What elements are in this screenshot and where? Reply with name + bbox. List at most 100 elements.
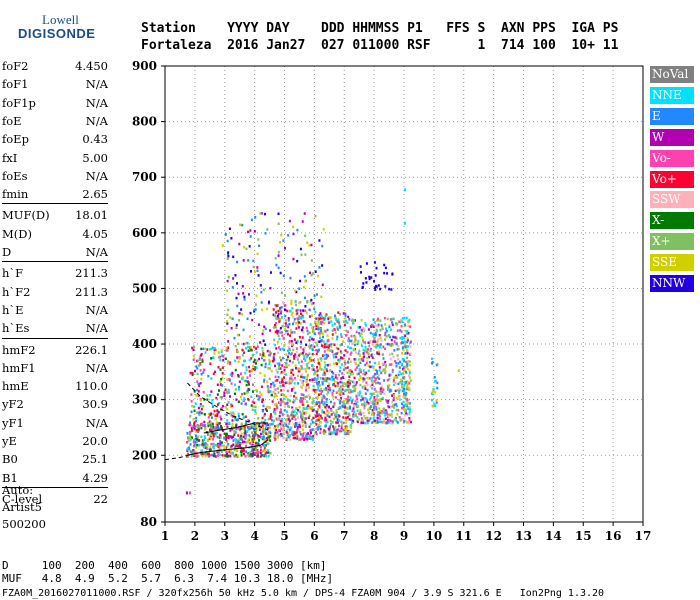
echo-point xyxy=(379,399,382,403)
echo-point xyxy=(248,374,251,377)
echo-point xyxy=(343,354,346,357)
echo-point xyxy=(352,385,355,388)
echo-point xyxy=(194,402,197,406)
echo-point xyxy=(329,316,332,319)
echo-point xyxy=(402,359,405,362)
echo-point xyxy=(309,323,312,326)
echo-point xyxy=(212,356,215,359)
echo-point xyxy=(309,336,312,339)
echo-point xyxy=(406,383,409,387)
echo-point xyxy=(241,313,244,316)
echo-point xyxy=(201,360,204,363)
echo-point xyxy=(323,419,326,422)
echo-point xyxy=(225,289,228,293)
echo-point xyxy=(254,303,257,306)
echo-point xyxy=(324,424,327,427)
echo-point xyxy=(319,336,322,340)
echo-point xyxy=(212,435,215,438)
echo-point xyxy=(433,403,436,406)
echo-point xyxy=(279,401,282,404)
echo-point xyxy=(353,404,356,407)
echo-point xyxy=(400,324,403,328)
echo-point xyxy=(380,411,383,415)
echo-point xyxy=(351,319,354,322)
echo-point xyxy=(368,419,371,422)
echo-point xyxy=(286,349,289,353)
echo-point xyxy=(356,342,359,346)
echo-point xyxy=(202,444,205,447)
echo-point xyxy=(237,434,240,437)
echo-point xyxy=(248,358,251,362)
echo-point xyxy=(361,398,364,401)
echo-point xyxy=(381,410,384,413)
echo-point xyxy=(339,380,342,384)
echo-point xyxy=(323,388,326,392)
echo-point xyxy=(290,389,293,392)
param-row: h`F 211.3 xyxy=(2,263,108,282)
echo-point xyxy=(191,373,194,377)
echo-point xyxy=(343,431,346,435)
echo-point xyxy=(310,273,313,277)
echo-point xyxy=(315,423,318,426)
echo-point xyxy=(284,402,287,405)
echo-point xyxy=(317,325,320,328)
echo-point xyxy=(392,355,395,359)
echo-point xyxy=(205,453,208,456)
echo-point xyxy=(360,421,363,425)
echo-point xyxy=(249,435,252,439)
echo-point xyxy=(366,419,369,422)
echo-point xyxy=(314,421,317,424)
echo-point xyxy=(234,359,237,363)
echo-point xyxy=(281,393,284,396)
echo-point xyxy=(226,407,229,411)
param-value: 20.0 xyxy=(82,434,108,448)
echo-point xyxy=(218,421,221,425)
echo-point xyxy=(217,402,220,405)
echo-point xyxy=(304,367,307,371)
echo-point xyxy=(373,404,376,407)
echo-point xyxy=(245,430,248,433)
echo-point xyxy=(276,431,279,434)
param-name: B1 xyxy=(2,470,18,485)
echo-point xyxy=(373,286,376,290)
echo-point xyxy=(362,282,365,285)
echo-point xyxy=(295,303,298,307)
echo-point xyxy=(264,454,267,458)
echo-point xyxy=(353,402,356,406)
echo-point xyxy=(272,308,275,311)
echo-point xyxy=(266,427,269,430)
echo-point xyxy=(227,275,230,279)
echo-point xyxy=(388,353,391,356)
echo-point xyxy=(202,405,205,408)
echo-point xyxy=(322,368,325,372)
echo-point xyxy=(207,452,210,455)
echo-point xyxy=(346,385,349,388)
echo-point xyxy=(367,328,370,331)
echo-point xyxy=(317,274,320,278)
echo-point xyxy=(310,259,313,262)
param-row: B1 4.29 xyxy=(2,468,108,487)
echo-point xyxy=(286,309,289,313)
echo-point xyxy=(378,366,381,369)
echo-point xyxy=(382,357,385,360)
autoscale-version: 500200 xyxy=(2,517,46,531)
echo-point xyxy=(234,431,237,434)
echo-point xyxy=(283,343,286,347)
echo-point xyxy=(301,409,304,413)
echo-point xyxy=(237,360,240,364)
echo-point xyxy=(200,443,203,447)
legend-entry: NNW xyxy=(650,275,694,292)
echo-point xyxy=(376,411,379,414)
echo-point xyxy=(404,340,407,344)
echo-point xyxy=(258,244,261,248)
echo-point xyxy=(272,355,275,359)
echo-point xyxy=(309,407,312,410)
echo-point xyxy=(330,343,333,347)
echo-point xyxy=(266,442,269,445)
echo-point xyxy=(337,358,340,362)
echo-point xyxy=(302,406,305,410)
echo-point xyxy=(337,318,340,321)
echo-point xyxy=(373,338,376,341)
echo-point xyxy=(189,443,192,446)
echo-point xyxy=(245,421,248,424)
